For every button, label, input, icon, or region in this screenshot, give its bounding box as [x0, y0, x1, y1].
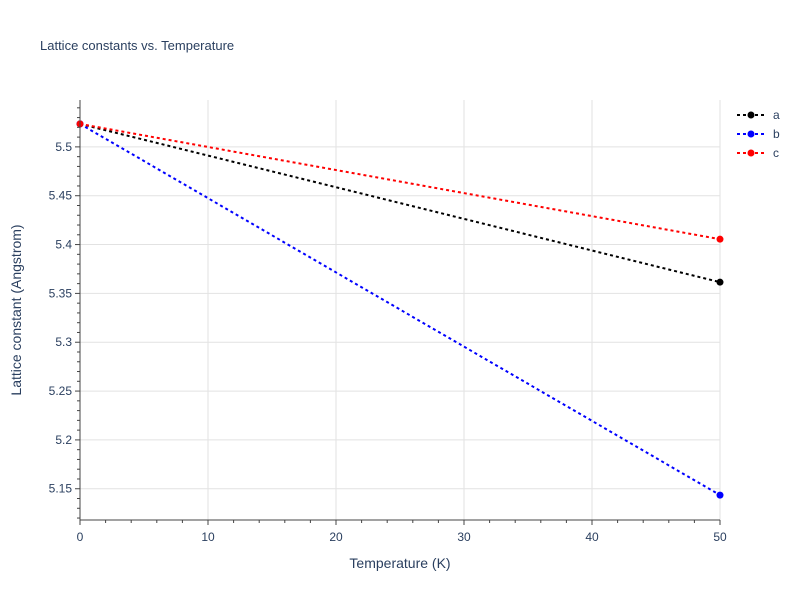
y-tick-label: 5.15 — [49, 482, 73, 496]
legend-label-b: b — [773, 127, 780, 141]
data-point-a — [716, 278, 724, 286]
y-tick-label: 5.25 — [49, 384, 73, 398]
legend-marker-c — [747, 149, 755, 157]
x-tick-label: 30 — [457, 530, 471, 544]
y-tick-label: 5.45 — [49, 189, 73, 203]
legend: abc — [737, 108, 780, 160]
legend-label-a: a — [773, 108, 780, 122]
y-tick-label: 5.35 — [49, 286, 73, 300]
x-tick-label: 40 — [585, 530, 599, 544]
x-tick-label: 0 — [77, 530, 84, 544]
y-tick-label: 5.4 — [55, 238, 72, 252]
chart-title: Lattice constants vs. Temperature — [40, 38, 234, 53]
legend-marker-a — [747, 111, 755, 119]
tick-labels: 0 10 20 30 40 50 5.15 5.2 5.25 5.3 5.35 5.4 5.45 5.5 — [49, 140, 727, 544]
y-tick-label: 5.3 — [55, 335, 72, 349]
data-point-b — [716, 491, 724, 499]
legend-label-c: c — [773, 146, 779, 160]
legend-marker-b — [747, 130, 755, 138]
data-point-c — [716, 235, 724, 243]
grid — [80, 100, 721, 520]
series-line-a — [79, 122, 721, 284]
x-axis-title: Temperature (K) — [349, 555, 450, 571]
y-tick-label: 5.2 — [55, 433, 72, 447]
x-tick-label: 20 — [329, 530, 343, 544]
x-tick-label: 50 — [713, 530, 727, 544]
series-line-c — [79, 122, 721, 241]
y-tick-label: 5.5 — [55, 140, 72, 154]
x-tick-label: 10 — [201, 530, 215, 544]
series-group — [76, 120, 724, 499]
y-axis-title: Lattice constant (Angstrom) — [8, 224, 24, 395]
axes — [75, 100, 721, 525]
